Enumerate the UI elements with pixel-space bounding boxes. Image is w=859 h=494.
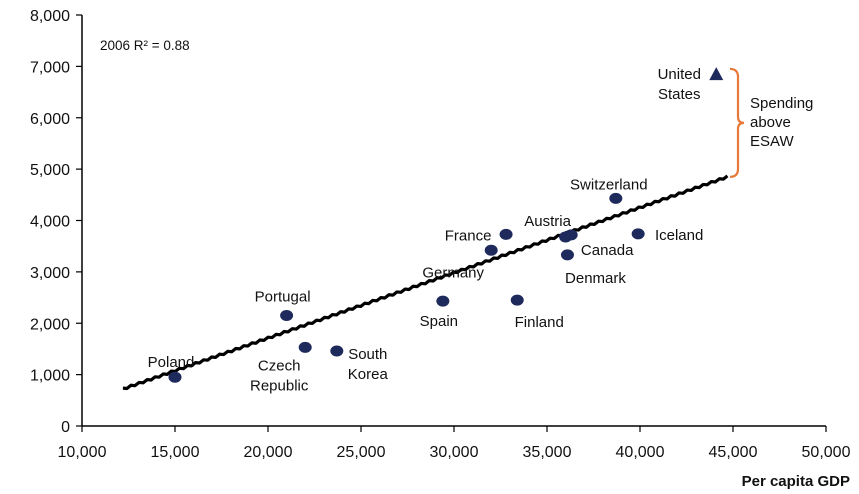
data-point-finland [510,294,524,306]
y-tick-label: 2,000 [30,316,70,333]
data-point-portugal [280,310,294,322]
point-label-finland: Finland [515,314,564,331]
data-point-germany [484,244,498,256]
point-label-poland: Poland [148,354,195,371]
x-tick-label: 10,000 [58,444,107,461]
point-label-united-states: United States [658,66,701,103]
point-label-france: France [445,227,492,244]
data-point-spain [436,295,450,307]
y-tick-label: 7,000 [30,59,70,76]
y-tick-label: 8,000 [30,8,70,25]
spending-bracket [729,67,745,178]
data-point-south-korea [330,345,344,357]
data-point-czech-republic [298,341,312,353]
point-label-iceland: Iceland [655,227,703,244]
x-tick-label: 40,000 [616,444,665,461]
point-label-czech-republic: Czech Republic [250,357,309,394]
y-tick-label: 0 [61,419,70,436]
x-tick-label: 50,000 [802,444,851,461]
data-point-canada [564,229,578,241]
y-tick-label: 6,000 [30,111,70,128]
point-label-germany: Germany [422,264,484,281]
x-axis-title: Per capita GDP [742,473,850,490]
point-label-south-korea: South Korea [348,346,389,383]
y-tick-label: 4,000 [30,214,70,231]
point-label-switzerland: Switzerland [570,176,648,193]
data-point-france [499,228,513,240]
data-point-poland [168,371,182,383]
r-squared-annotation: 2006 R² = 0.88 [100,38,190,53]
y-tick-label: 1,000 [30,368,70,385]
x-tick-label: 45,000 [709,444,758,461]
y-tick-label: 5,000 [30,162,70,179]
x-tick-label: 20,000 [244,444,293,461]
x-tick-label: 35,000 [523,444,572,461]
point-label-spain: Spain [420,313,458,330]
trend-line [122,174,729,391]
point-label-portugal: Portugal [255,289,311,306]
data-point-united-states [709,67,724,81]
point-label-denmark: Denmark [565,270,626,287]
point-label-austria: Austria [524,213,571,230]
x-tick-label: 25,000 [337,444,386,461]
x-tick-label: 30,000 [430,444,479,461]
point-label-canada: Canada [581,242,634,259]
data-point-iceland [631,228,645,240]
x-tick-label: 15,000 [151,444,200,461]
y-tick-label: 3,000 [30,265,70,282]
data-point-switzerland [609,192,623,204]
data-point-denmark [560,249,574,261]
bracket-label: Spending above ESAW [750,95,813,150]
